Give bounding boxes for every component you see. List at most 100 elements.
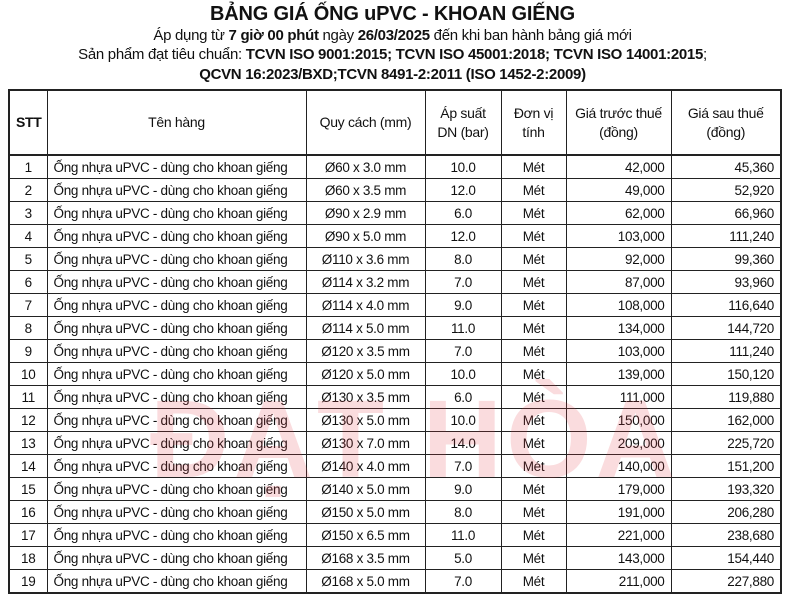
cell-price-before-tax: 134,000: [565, 316, 672, 340]
text: Áp dụng từ: [153, 27, 229, 44]
cell-spec: Ø60 x 3.0 mm: [305, 154, 426, 179]
table-row: 5 Ống nhựa uPVC - dùng cho khoan giếng Ø11…: [8, 247, 782, 271]
cell-pressure: 10.0: [424, 362, 502, 386]
effective-date: 26/03/2025: [357, 27, 430, 44]
cell-stt: 8: [8, 316, 48, 340]
cell-spec: Ø150 x 6.5 mm: [305, 523, 426, 547]
table-row: 15 Ống nhựa uPVC - dùng cho khoan giếng Ø1…: [8, 477, 782, 501]
cell-price-before-tax: 140,000: [565, 454, 672, 478]
text: ngày: [318, 27, 358, 44]
cell-name: Ống nhựa uPVC - dùng cho khoan giếng: [46, 431, 307, 455]
cell-name: Ống nhựa uPVC - dùng cho khoan giếng: [46, 454, 307, 478]
cell-spec: Ø90 x 2.9 mm: [305, 201, 426, 225]
header-price-before-tax: Giá trước thuế (đồng): [565, 89, 672, 156]
cell-price-before-tax: 92,000: [565, 247, 672, 271]
cell-price-after-tax: 99,360: [670, 247, 782, 271]
cell-unit: Mét: [500, 293, 567, 317]
table-row: 18 Ống nhựa uPVC - dùng cho khoan giếng Ø1…: [8, 546, 782, 570]
cell-stt: 11: [8, 385, 48, 409]
cell-stt: 12: [8, 408, 48, 432]
cell-name: Ống nhựa uPVC - dùng cho khoan giếng: [46, 500, 307, 524]
cell-spec: Ø130 x 7.0 mm: [305, 431, 426, 455]
cell-stt: 1: [8, 154, 48, 179]
cell-pressure: 7.0: [424, 454, 502, 478]
cell-spec: Ø114 x 4.0 mm: [305, 293, 426, 317]
cell-price-after-tax: 119,880: [670, 385, 782, 409]
cell-spec: Ø110 x 3.6 mm: [305, 247, 426, 271]
cell-stt: 5: [8, 247, 48, 271]
effective-time: 7 giờ 00 phút: [228, 27, 319, 44]
cell-stt: 18: [8, 546, 48, 570]
cell-spec: Ø130 x 5.0 mm: [305, 408, 426, 432]
table-row: 17 Ống nhựa uPVC - dùng cho khoan giếng Ø1…: [8, 523, 782, 547]
cell-pressure: 10.0: [424, 408, 502, 432]
cell-price-before-tax: 87,000: [565, 270, 672, 294]
cell-spec: Ø130 x 3.5 mm: [305, 385, 426, 409]
cell-price-before-tax: 143,000: [565, 546, 672, 570]
cell-spec: Ø168 x 3.5 mm: [305, 546, 426, 570]
cell-unit: Mét: [500, 477, 567, 501]
cell-pressure: 8.0: [424, 500, 502, 524]
cell-spec: Ø120 x 3.5 mm: [305, 339, 426, 363]
cell-price-before-tax: 150,000: [565, 408, 672, 432]
cell-price-before-tax: 209,000: [565, 431, 672, 455]
table-row: 7 Ống nhựa uPVC - dùng cho khoan giếng Ø11…: [8, 293, 782, 317]
table-row: 16 Ống nhựa uPVC - dùng cho khoan giếng Ø1…: [8, 500, 782, 524]
cell-price-before-tax: 111,000: [565, 385, 672, 409]
cell-name: Ống nhựa uPVC - dùng cho khoan giếng: [46, 477, 307, 501]
cell-price-after-tax: 162,000: [670, 408, 782, 432]
cell-unit: Mét: [500, 546, 567, 570]
cell-spec: Ø168 x 5.0 mm: [305, 569, 426, 594]
table-row: 6 Ống nhựa uPVC - dùng cho khoan giếng Ø11…: [8, 270, 782, 294]
cell-price-after-tax: 111,240: [670, 339, 782, 363]
cell-price-after-tax: 227,880: [670, 569, 782, 594]
cell-unit: Mét: [500, 201, 567, 225]
cell-price-after-tax: 154,440: [670, 546, 782, 570]
cell-spec: Ø60 x 3.5 mm: [305, 178, 426, 202]
cell-unit: Mét: [500, 362, 567, 386]
cell-pressure: 7.0: [424, 339, 502, 363]
table-row: 14 Ống nhựa uPVC - dùng cho khoan giếng Ø1…: [8, 454, 782, 478]
page-title: BẢNG GIÁ ỐNG uPVC - KHOAN GIẾNG: [210, 3, 575, 25]
cell-price-before-tax: 42,000: [565, 154, 672, 179]
table-header: STT Tên hàng Quy cách (mm) Áp suất DN (ba…: [8, 89, 782, 156]
table-row: 19 Ống nhựa uPVC - dùng cho khoan giếng Ø1…: [8, 569, 782, 594]
cell-spec: Ø120 x 5.0 mm: [305, 362, 426, 386]
text: ;: [702, 46, 707, 63]
header-price-after-tax: Giá sau thuế (đồng): [670, 89, 782, 156]
cell-pressure: 6.0: [424, 201, 502, 225]
text: tính: [522, 123, 545, 140]
cell-pressure: 12.0: [424, 224, 502, 248]
text: DN (bar): [437, 123, 489, 140]
cell-price-before-tax: 139,000: [565, 362, 672, 386]
cell-spec: Ø90 x 5.0 mm: [305, 224, 426, 248]
header-pressure: Áp suất DN (bar): [424, 89, 502, 156]
cell-unit: Mét: [500, 408, 567, 432]
cell-spec: Ø150 x 5.0 mm: [305, 500, 426, 524]
cell-name: Ống nhựa uPVC - dùng cho khoan giếng: [46, 316, 307, 340]
cell-price-after-tax: 206,280: [670, 500, 782, 524]
header-name: Tên hàng: [46, 89, 307, 156]
table-row: 3 Ống nhựa uPVC - dùng cho khoan giếng Ø90…: [8, 201, 782, 225]
cell-name: Ống nhựa uPVC - dùng cho khoan giếng: [46, 546, 307, 570]
text: Giá sau thuế: [687, 104, 764, 121]
cell-price-after-tax: 66,960: [670, 201, 782, 225]
table-row: 1 Ống nhựa uPVC - dùng cho khoan giếng Ø60…: [8, 154, 782, 179]
cell-name: Ống nhựa uPVC - dùng cho khoan giếng: [46, 408, 307, 432]
cell-stt: 17: [8, 523, 48, 547]
cell-spec: Ø140 x 4.0 mm: [305, 454, 426, 478]
header-unit: Đơn vị tính: [500, 89, 567, 156]
cell-price-before-tax: 211,000: [565, 569, 672, 594]
table-row: 4 Ống nhựa uPVC - dùng cho khoan giếng Ø90…: [8, 224, 782, 248]
cell-pressure: 12.0: [424, 178, 502, 202]
header-spec: Quy cách (mm): [305, 89, 426, 156]
table-row: 11 Ống nhựa uPVC - dùng cho khoan giếng Ø1…: [8, 385, 782, 409]
cell-price-before-tax: 62,000: [565, 201, 672, 225]
cell-pressure: 10.0: [424, 154, 502, 179]
text: (đồng): [599, 123, 638, 140]
cell-name: Ống nhựa uPVC - dùng cho khoan giếng: [46, 362, 307, 386]
table-row: 2 Ống nhựa uPVC - dùng cho khoan giếng Ø60…: [8, 178, 782, 202]
cell-spec: Ø114 x 5.0 mm: [305, 316, 426, 340]
cell-stt: 9: [8, 339, 48, 363]
effective-date-line: Áp dụng từ 7 giờ 00 phút ngày 26/03/2025…: [0, 27, 785, 44]
